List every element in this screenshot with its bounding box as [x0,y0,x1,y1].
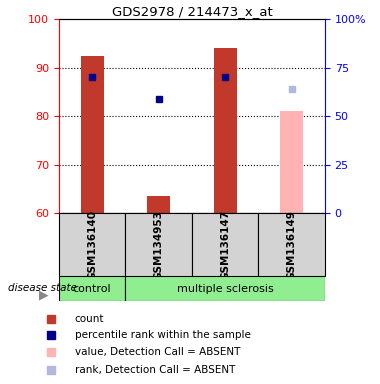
Text: count: count [75,314,104,324]
Bar [81,56,104,213]
Text: GSM136149: GSM136149 [287,210,297,280]
Bar [214,48,237,213]
Text: value, Detection Call = ABSENT: value, Detection Call = ABSENT [75,348,240,358]
Bar [147,196,170,213]
Bar [192,213,258,276]
Text: GSM136140: GSM136140 [87,210,97,280]
Bar [59,276,125,301]
Text: control: control [73,284,111,294]
Text: GSM136147: GSM136147 [220,210,230,280]
Text: multiple sclerosis: multiple sclerosis [177,284,274,294]
Text: ▶: ▶ [39,288,49,301]
Title: GDS2978 / 214473_x_at: GDS2978 / 214473_x_at [111,5,272,18]
Text: percentile rank within the sample: percentile rank within the sample [75,330,251,340]
Bar [125,213,192,276]
Text: disease state: disease state [8,283,77,293]
Bar [59,213,125,276]
Bar [125,276,325,301]
Text: rank, Detection Call = ABSENT: rank, Detection Call = ABSENT [75,366,235,376]
Text: GSM134953: GSM134953 [154,210,164,280]
Bar [280,111,303,213]
Bar [258,213,325,276]
